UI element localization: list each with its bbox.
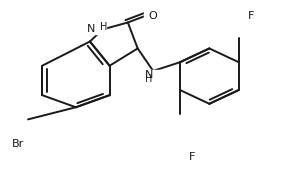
Bar	[243, 10, 259, 21]
Bar	[144, 10, 160, 21]
Text: N: N	[145, 70, 153, 80]
Bar	[184, 152, 200, 163]
Text: O: O	[148, 11, 157, 21]
Text: F: F	[189, 152, 196, 162]
Text: H: H	[145, 74, 153, 84]
Text: F: F	[248, 11, 255, 21]
Text: H: H	[100, 22, 107, 32]
Bar	[140, 71, 160, 82]
Text: Br: Br	[12, 139, 24, 149]
Text: N: N	[87, 24, 95, 34]
Bar	[85, 23, 106, 34]
Bar	[6, 138, 29, 149]
